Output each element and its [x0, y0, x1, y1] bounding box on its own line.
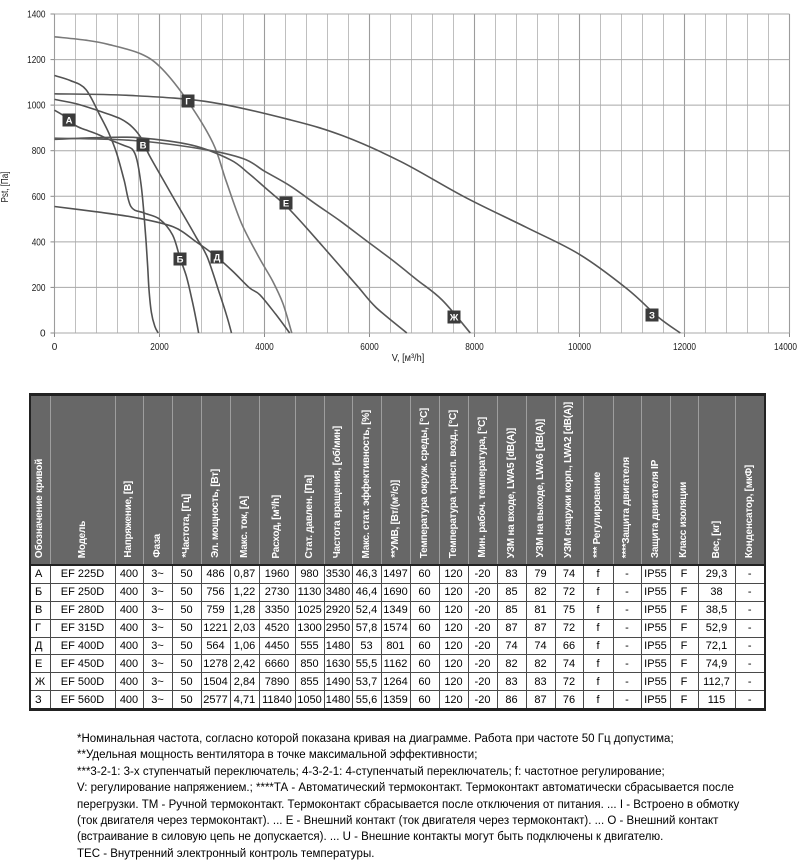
svg-text:Б: Б: [177, 255, 184, 266]
svg-text:А: А: [66, 116, 73, 127]
svg-text:600: 600: [32, 192, 46, 203]
svg-text:Г: Г: [185, 97, 191, 108]
svg-text:Ж: Ж: [449, 313, 459, 324]
svg-text:1400: 1400: [27, 10, 46, 21]
svg-text:0: 0: [52, 342, 58, 353]
svg-text:В: В: [140, 141, 147, 152]
svg-text:6000: 6000: [360, 342, 379, 353]
svg-text:Е: Е: [283, 199, 289, 210]
svg-text:2000: 2000: [150, 342, 169, 353]
svg-text:12000: 12000: [673, 342, 696, 353]
svg-text:10000: 10000: [568, 342, 591, 353]
svg-text:1000: 1000: [27, 101, 46, 112]
svg-text:400: 400: [32, 237, 46, 248]
svg-text:4000: 4000: [255, 342, 274, 353]
svg-text:V, [м³/h]: V, [м³/h]: [392, 352, 425, 364]
svg-text:Д: Д: [214, 253, 221, 264]
svg-text:200: 200: [32, 283, 46, 294]
svg-text:1200: 1200: [27, 55, 46, 66]
svg-text:Pst, [Па]: Pst, [Па]: [0, 171, 11, 202]
svg-text:800: 800: [32, 146, 46, 157]
svg-text:З: З: [649, 311, 655, 322]
svg-text:14000: 14000: [774, 342, 797, 353]
svg-text:0: 0: [40, 329, 46, 340]
svg-text:8000: 8000: [465, 342, 484, 353]
